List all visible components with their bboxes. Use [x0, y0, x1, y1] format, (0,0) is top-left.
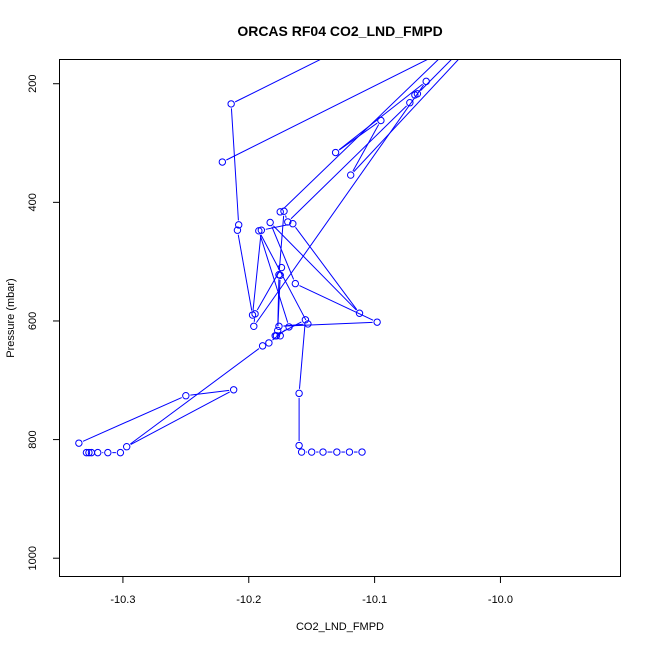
data-point — [289, 219, 297, 228]
data-point — [122, 443, 131, 451]
data-point — [250, 322, 258, 331]
series-line-segment — [256, 271, 280, 311]
series-line-segment — [255, 84, 425, 323]
series-line-segment — [230, 108, 239, 221]
data-point — [373, 318, 381, 326]
data-point — [284, 218, 292, 226]
series-line-segment — [420, 60, 452, 91]
data-point — [229, 386, 238, 394]
y-tick-label: 600 — [27, 312, 39, 330]
x-tick-label: -10.0 — [488, 594, 513, 606]
data-point — [276, 332, 284, 340]
y-axis-label: Pressure (mbar) — [5, 278, 17, 357]
data-point — [227, 100, 235, 108]
data-point — [85, 448, 93, 457]
series-line-segment — [278, 215, 285, 271]
data-point — [104, 448, 112, 457]
series-line-segment — [226, 60, 428, 161]
y-tick-label: 800 — [27, 430, 39, 448]
data-point — [271, 332, 279, 340]
series-line-segment — [130, 348, 260, 445]
y-axis: 200 400 600 800 1000 — [27, 75, 60, 570]
data-point — [276, 208, 284, 216]
series-line-segment — [285, 215, 287, 218]
y-tick-label: 400 — [27, 193, 39, 211]
series-line-segment — [190, 389, 230, 396]
series-line-segment — [259, 234, 289, 323]
data-point — [345, 448, 354, 456]
x-axis-label: CO2_LND_FMPD — [296, 621, 384, 633]
data-point — [355, 309, 364, 317]
y-tick-label: 1000 — [27, 546, 39, 570]
data-point — [377, 116, 385, 125]
chart-title: ORCAS RF04 CO2_LND_FMPD — [237, 23, 442, 39]
series-line-segment — [260, 234, 307, 321]
data-point — [75, 439, 83, 447]
x-tick-label: -10.2 — [236, 594, 261, 606]
data-point — [265, 339, 273, 347]
data-point — [307, 448, 316, 456]
series-line-segment — [130, 391, 230, 446]
data-point — [116, 448, 125, 457]
data-point — [258, 342, 267, 350]
data-point — [333, 448, 341, 456]
data-point — [277, 263, 286, 272]
data-point — [82, 448, 91, 457]
data-point — [94, 448, 102, 457]
data-point — [295, 389, 303, 398]
data-point — [297, 448, 306, 456]
data-point — [346, 171, 355, 179]
x-tick-label: -10.1 — [362, 594, 387, 606]
data-point — [234, 221, 243, 229]
series-line-segment — [82, 397, 182, 442]
series-line-segment — [278, 321, 302, 335]
series-line-segment — [290, 105, 407, 220]
series-line-segment — [252, 234, 262, 311]
plot-frame — [59, 59, 621, 577]
data-point — [218, 158, 227, 166]
data-point — [257, 226, 266, 234]
x-tick-label: -10.3 — [110, 594, 135, 606]
data-point — [304, 320, 312, 328]
series-line-segment — [283, 321, 373, 327]
y-tick-label: 200 — [27, 75, 39, 93]
series-line-segment — [277, 279, 281, 326]
series-line-segment — [271, 226, 295, 280]
data-point — [331, 148, 340, 157]
series-line-segment — [237, 234, 253, 311]
data-point — [291, 279, 300, 288]
data-point — [251, 310, 259, 318]
series-line-segment — [265, 224, 289, 230]
series-line-segment — [283, 60, 439, 210]
data-point — [266, 218, 274, 227]
data-point — [295, 441, 303, 450]
data-point — [182, 391, 190, 400]
series-line-segment — [299, 285, 374, 321]
data-point — [422, 77, 430, 86]
data-point — [276, 271, 284, 279]
series-line-segment — [295, 227, 358, 310]
series-line-segment — [234, 60, 321, 103]
data-point — [87, 448, 96, 457]
data-point — [319, 448, 327, 456]
x-axis: -10.3 -10.2 -10.1 -10.0 — [110, 576, 513, 606]
data-point — [233, 226, 242, 234]
data-point — [358, 448, 366, 456]
series-line-segment — [272, 225, 357, 311]
data-point — [413, 90, 422, 98]
data-point — [275, 322, 283, 331]
data-point — [406, 99, 414, 107]
plot-marks — [75, 60, 459, 457]
series-line-segment — [352, 124, 380, 172]
data-point — [301, 316, 310, 324]
series-line-segment — [353, 60, 459, 173]
series-line-segment — [298, 324, 306, 389]
